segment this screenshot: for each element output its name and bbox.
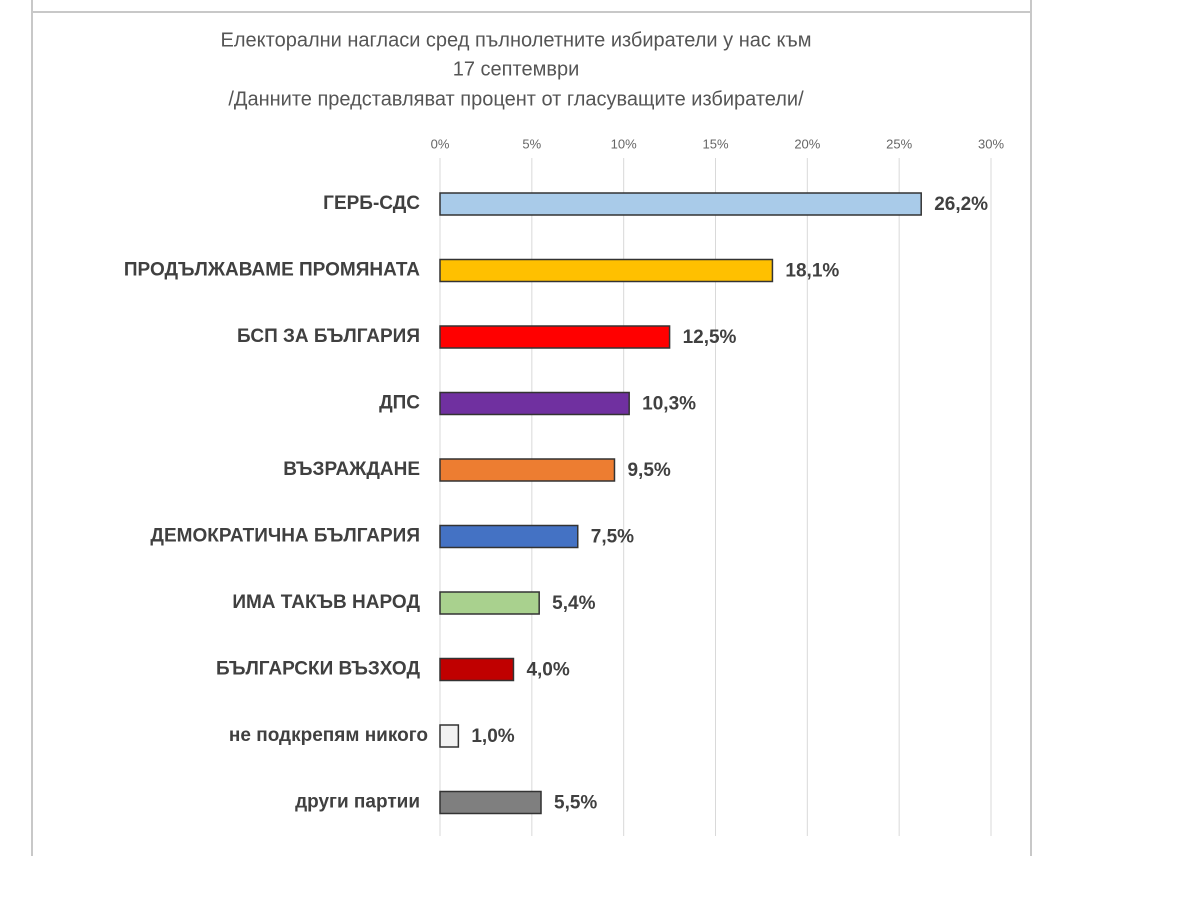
x-tick-label: 30% (978, 136, 1004, 151)
category-label: БЪЛГАРСКИ ВЪЗХОД (216, 659, 420, 680)
category-label: ГЕРБ-СДС (323, 193, 420, 214)
category-label: не подкрепям никого (229, 725, 428, 746)
category-label: ВЪЗРАЖДАНЕ (283, 459, 420, 480)
category-label: ИМА ТАКЪВ НАРОД (232, 592, 420, 613)
category-label: ПРОДЪЛЖАВАМЕ ПРОМЯНАТА (124, 260, 420, 281)
x-tick-label: 0% (431, 136, 450, 151)
category-label: ДПС (379, 393, 420, 414)
bar (439, 790, 542, 815)
bar (439, 724, 460, 748)
value-label: 10,3% (642, 394, 696, 415)
bar (439, 657, 515, 682)
value-label: 1,0% (471, 726, 514, 747)
bar (439, 524, 579, 549)
x-tick-label: 25% (886, 136, 912, 151)
value-label: 4,0% (526, 660, 569, 681)
value-label: 26,2% (934, 194, 988, 215)
bar (439, 391, 630, 416)
value-label: 7,5% (591, 527, 634, 548)
x-tick-label: 20% (794, 136, 820, 151)
chart-subtitle: /Данните представляват процент от гласув… (228, 88, 804, 110)
bar (439, 458, 616, 482)
value-label: 5,5% (554, 793, 597, 814)
category-label: БСП ЗА БЪЛГАРИЯ (237, 326, 420, 347)
bar (439, 591, 540, 615)
value-label: 5,4% (552, 593, 595, 614)
category-label: други партии (295, 792, 420, 813)
value-label: 18,1% (785, 261, 839, 282)
x-tick-label: 5% (522, 136, 541, 151)
value-label: 9,5% (627, 460, 670, 481)
bar (439, 258, 774, 283)
x-tick-label: 15% (702, 136, 728, 151)
bar (439, 325, 671, 349)
chart-title: Електорални нагласи сред пълнолетните из… (221, 29, 812, 51)
value-label: 12,5% (683, 327, 737, 348)
x-tick-label: 10% (611, 136, 637, 151)
bar (439, 192, 922, 216)
chart-title: 17 септември (453, 58, 579, 80)
category-label: ДЕМОКРАТИЧНА БЪЛГАРИЯ (150, 526, 420, 547)
